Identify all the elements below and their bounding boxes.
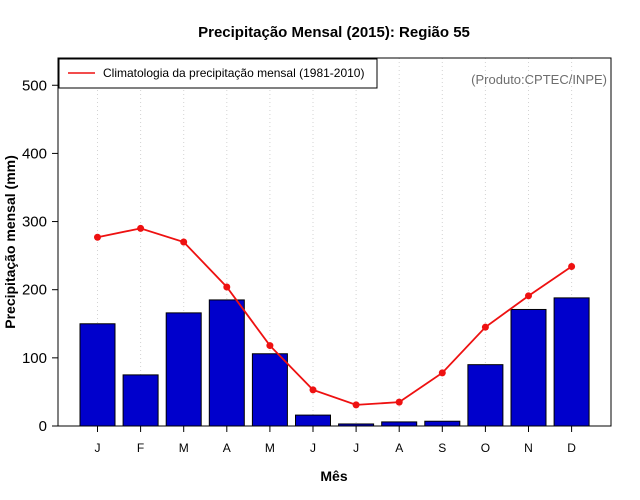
x-tick-label: M [265,441,275,455]
climatology-point-7 [352,401,360,409]
climatology-point-10 [481,323,489,331]
climatology-point-12 [568,263,576,271]
climatology-point-9 [438,369,446,377]
climatology-point-11 [525,292,532,300]
x-tick-label: M [179,441,189,455]
x-tick-label: F [137,441,144,455]
bar-9 [424,420,461,427]
bar-3 [165,312,202,427]
climatology-point-5 [266,342,274,350]
climatology-point-2 [137,224,145,232]
chart-title: Precipitação Mensal (2015): Região 55 [198,24,470,41]
legend-box [58,58,378,89]
y-tick-label: 400 [22,145,47,162]
source-note: (Produto:CPTEC/INPE) [471,72,607,87]
y-tick-label: 200 [22,282,47,299]
climatology-line [97,227,573,406]
x-tick-label: O [481,441,490,455]
bar-6 [295,414,331,427]
climatology-series [94,224,576,409]
x-axis-label: Mês [320,468,347,484]
bar-5 [251,353,288,427]
x-tick-label: J [353,441,359,455]
bar-2 [122,374,159,427]
bar-1 [79,323,116,427]
x-tick-label: J [310,441,316,455]
climatology-point-3 [180,238,188,246]
y-tick-label: 100 [22,350,47,367]
legend-entry-climatology: Climatologia da precipitação mensal (198… [103,66,364,80]
y-axis: 0 100 200 300 400 500 [22,77,59,435]
climatology-point-1 [94,233,101,241]
bar-8 [381,421,418,427]
y-tick-label: 0 [39,418,47,435]
x-tick-label: S [438,441,446,455]
bar-4 [208,299,245,427]
legend: Climatologia da precipitação mensal (198… [58,58,378,89]
bar-series [79,297,590,427]
x-tick-label: D [567,441,576,455]
climatology-point-8 [395,398,403,406]
bar-11 [510,308,547,427]
y-axis-label: Precipitação mensal (mm) [2,155,18,329]
x-tick-label: A [395,441,403,455]
climatology-point-6 [309,386,317,394]
bar-10 [467,364,504,427]
x-tick-label: N [524,441,533,455]
x-tick-label: J [95,441,101,455]
y-tick-label: 300 [22,214,47,231]
bar-12 [553,297,590,427]
x-tick-label: A [223,441,231,455]
y-tick-label: 500 [22,77,47,94]
climatology-point-4 [223,283,231,291]
